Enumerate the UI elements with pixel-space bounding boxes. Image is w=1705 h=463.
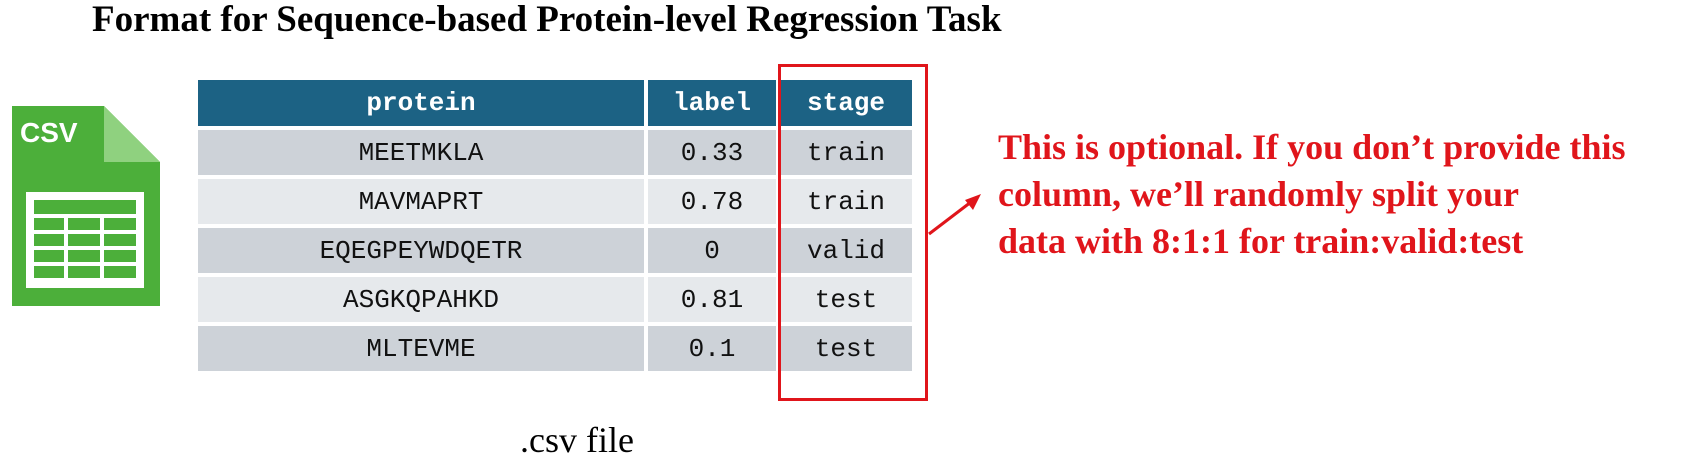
- cell-label: 0.1: [648, 326, 776, 371]
- csv-data-table: protein label stage MEETMKLA 0.33 train …: [194, 76, 916, 375]
- note-line: data with 8:1:1 for train:valid:test: [998, 221, 1524, 261]
- cell-stage: test: [780, 326, 912, 371]
- table-row: MLTEVME 0.1 test: [198, 326, 912, 371]
- cell-stage: train: [780, 130, 912, 175]
- file-caption: .csv file: [520, 420, 634, 460]
- header-label: label: [648, 80, 776, 126]
- table-row: ASGKQPAHKD 0.81 test: [198, 277, 912, 322]
- cell-stage: valid: [780, 228, 912, 273]
- cell-protein: ASGKQPAHKD: [198, 277, 644, 322]
- cell-label: 0: [648, 228, 776, 273]
- cell-protein: MLTEVME: [198, 326, 644, 371]
- cell-label: 0.81: [648, 277, 776, 322]
- cell-stage: test: [780, 277, 912, 322]
- note-line: column, we’ll randomly split your: [998, 174, 1520, 214]
- cell-label: 0.78: [648, 179, 776, 224]
- csv-icon-label: CSV: [20, 117, 78, 148]
- table-header-row: protein label stage: [198, 80, 912, 126]
- arrow-icon: [928, 194, 981, 236]
- cell-protein: EQEGPEYWDQETR: [198, 228, 644, 273]
- cell-label: 0.33: [648, 130, 776, 175]
- csv-file-icon: CSV: [12, 106, 160, 306]
- stage-column-highlight-box: [778, 64, 928, 401]
- cell-stage: train: [780, 179, 912, 224]
- note-line: This is optional. If you don’t provide t…: [998, 127, 1626, 167]
- header-stage: stage: [780, 80, 912, 126]
- table-row: MAVMAPRT 0.78 train: [198, 179, 912, 224]
- optional-column-note: This is optional. If you don’t provide t…: [998, 124, 1626, 265]
- header-protein: protein: [198, 80, 644, 126]
- cell-protein: MAVMAPRT: [198, 179, 644, 224]
- table-row: MEETMKLA 0.33 train: [198, 130, 912, 175]
- table-row: EQEGPEYWDQETR 0 valid: [198, 228, 912, 273]
- page-title: Format for Sequence-based Protein-level …: [92, 0, 1002, 40]
- cell-protein: MEETMKLA: [198, 130, 644, 175]
